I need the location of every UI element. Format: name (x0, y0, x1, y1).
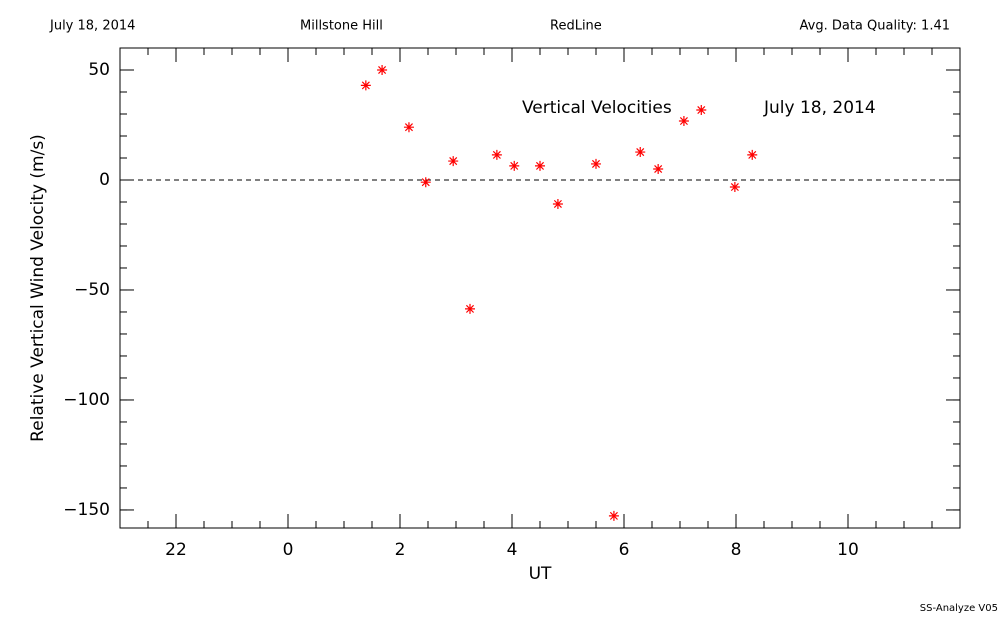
data-point (535, 160, 545, 171)
data-point (591, 158, 601, 169)
y-axis-label: Relative Vertical Wind Velocity (m/s) (28, 134, 48, 442)
y-tick-label: 50 (88, 60, 110, 80)
y-tick-label: −50 (74, 280, 110, 300)
data-point (403, 122, 414, 133)
x-tick-label: 2 (395, 540, 406, 560)
y-tick-label: −100 (63, 390, 110, 410)
header-site: Millstone Hill (300, 19, 383, 34)
x-tick-label: 22 (165, 540, 187, 560)
x-tick-label: 10 (837, 540, 859, 560)
data-point (678, 116, 689, 127)
data-point (729, 182, 740, 193)
header-quality: Avg. Data Quality: 1.41 (800, 19, 950, 34)
annotation: July 18, 2014 (763, 98, 876, 118)
y-tick-label: 0 (99, 170, 110, 190)
x-tick-label: 0 (283, 540, 294, 560)
plot-title: Vertical Velocities (522, 98, 672, 118)
data-point (420, 177, 431, 188)
data-point (635, 147, 646, 158)
data-point (696, 105, 707, 116)
data-point (377, 64, 388, 75)
data-point (491, 149, 502, 160)
x-tick-label: 8 (731, 540, 742, 560)
footer: SS-Analyze V05 (920, 603, 998, 614)
y-tick-label: −150 (63, 500, 110, 520)
data-point (509, 160, 520, 171)
data-point (448, 156, 459, 167)
data-point (552, 198, 563, 209)
x-tick-label: 4 (507, 540, 518, 560)
header-channel: RedLine (550, 19, 602, 34)
data-point (465, 303, 475, 314)
data-point (360, 80, 371, 91)
header-date: July 18, 2014 (49, 19, 135, 34)
x-tick-label: 6 (619, 540, 630, 560)
x-axis-label: UT (529, 564, 552, 584)
data-point (608, 510, 619, 521)
data-point (747, 149, 758, 160)
data-point (653, 163, 664, 174)
